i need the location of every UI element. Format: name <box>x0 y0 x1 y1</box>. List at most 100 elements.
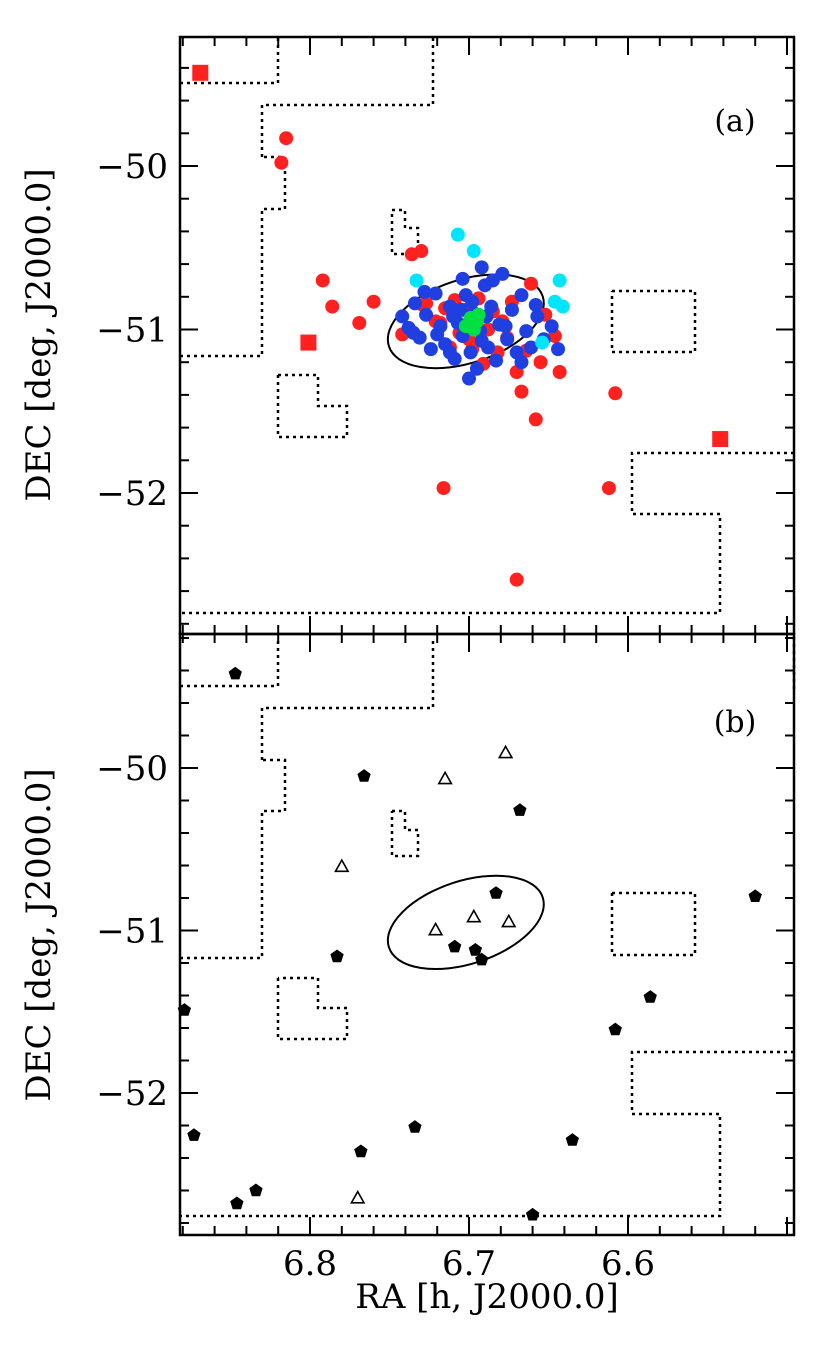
point-filled-pentagons <box>228 666 242 680</box>
point-blue <box>442 345 457 360</box>
x-tick-label: 6.8 <box>283 1244 337 1284</box>
point-open-triangles <box>334 858 350 873</box>
point-blue <box>485 273 500 288</box>
point-blue <box>407 296 422 311</box>
point-blue <box>454 302 469 317</box>
frame-b <box>178 632 796 1237</box>
point-red <box>366 294 381 309</box>
point-red-squares <box>712 431 729 448</box>
y-axis-title-b: DEC [deg, J2000.0] <box>19 768 59 1101</box>
point-filled-pentagons <box>513 803 527 816</box>
y-tick-label: −50 <box>96 749 168 789</box>
point-red <box>279 131 294 146</box>
point-filled-pentagons <box>448 939 462 953</box>
point-red <box>414 244 429 259</box>
point-blue <box>519 324 534 339</box>
point-filled-pentagons <box>748 889 762 902</box>
point-blue <box>406 325 421 340</box>
point-cyan <box>450 227 465 242</box>
point-blue <box>465 294 480 309</box>
point-filled-pentagons <box>565 1133 579 1146</box>
point-filled-pentagons <box>489 886 503 899</box>
point-blue <box>544 319 559 334</box>
point-open-triangles <box>350 1189 366 1204</box>
point-blue <box>498 319 513 334</box>
point-red <box>608 386 623 401</box>
y-tick-label: −52 <box>96 474 168 514</box>
y-tick-labels-a: −50 −51 −52 <box>96 147 168 514</box>
point-filled-pentagons <box>357 769 371 782</box>
point-red <box>533 355 548 370</box>
point-filled-pentagons <box>608 1022 622 1036</box>
point-cyan <box>466 244 481 259</box>
x-axis-title: RA [h, J2000.0] <box>355 1277 619 1317</box>
point-red-squares <box>300 334 317 351</box>
point-red <box>325 299 340 314</box>
panel-b: −50 −51 −52 6.8 6.7 6.6 (b) DEC [deg, J2000.… <box>19 632 796 1317</box>
axis-ticks-b <box>180 634 794 1235</box>
point-open-triangles <box>466 908 482 923</box>
y-tick-labels-b: −50 −51 −52 <box>96 749 168 1114</box>
point-red <box>352 315 367 330</box>
point-blue <box>530 309 545 324</box>
point-red <box>524 276 539 291</box>
point-filled-pentagons <box>354 1144 368 1158</box>
point-red <box>274 155 289 170</box>
panel-label-b: (b) <box>714 705 757 740</box>
point-blue <box>428 286 443 301</box>
point-red <box>514 384 529 399</box>
point-blue <box>500 332 515 347</box>
point-green <box>471 307 486 322</box>
point-open-triangles <box>501 913 517 928</box>
point-blue <box>474 260 489 275</box>
point-green <box>466 322 481 337</box>
panel-label-a: (a) <box>714 104 755 139</box>
point-open-triangles <box>437 770 453 785</box>
point-blue <box>419 307 434 322</box>
point-red <box>315 273 330 288</box>
core-radius-ellipse <box>386 874 545 971</box>
point-blue <box>469 361 484 376</box>
point-blue <box>551 342 566 357</box>
point-blue <box>504 302 519 317</box>
point-filled-pentagons <box>475 952 489 966</box>
point-filled-pentagons <box>249 1183 263 1197</box>
point-red <box>436 481 451 496</box>
x-tick-label: 6.6 <box>601 1244 655 1284</box>
point-blue <box>524 340 539 355</box>
point-cyan <box>552 273 567 288</box>
point-blue <box>395 309 410 324</box>
data-points-a <box>192 64 729 587</box>
survey-footprint-boundary <box>180 637 796 1218</box>
survey-footprint-boundary <box>180 37 794 615</box>
point-filled-pentagons <box>187 1128 201 1141</box>
point-blue <box>489 353 504 368</box>
point-blue <box>474 333 489 348</box>
y-tick-label: −51 <box>96 912 168 952</box>
x-tick-label: 6.7 <box>442 1244 496 1284</box>
point-blue <box>417 284 432 299</box>
point-blue <box>463 345 478 360</box>
point-blue <box>430 327 445 342</box>
x-tick-labels-b: 6.8 6.7 6.6 <box>283 1244 655 1284</box>
core-radius-ellipse-b <box>386 874 545 971</box>
y-axis-title-a: DEC [deg, J2000.0] <box>19 168 59 501</box>
point-red-squares <box>192 64 209 81</box>
point-filled-pentagons <box>330 949 344 963</box>
point-cyan <box>535 335 550 350</box>
point-filled-pentagons <box>230 1196 244 1210</box>
point-blue <box>514 355 529 370</box>
point-open-triangles <box>427 921 444 936</box>
panel-a: −50 −51 −52 (a) DEC [deg, J2000.0] <box>19 35 796 636</box>
point-filled-pentagons <box>525 1207 540 1221</box>
point-filled-pentagons <box>468 943 482 956</box>
point-filled-pentagons <box>643 990 657 1003</box>
y-tick-label: −50 <box>96 147 168 187</box>
point-blue <box>528 297 543 312</box>
point-red <box>509 572 524 587</box>
point-cyan <box>409 273 424 288</box>
point-blue <box>455 271 470 286</box>
point-blue <box>462 371 476 386</box>
point-filled-pentagons <box>408 1120 422 1133</box>
